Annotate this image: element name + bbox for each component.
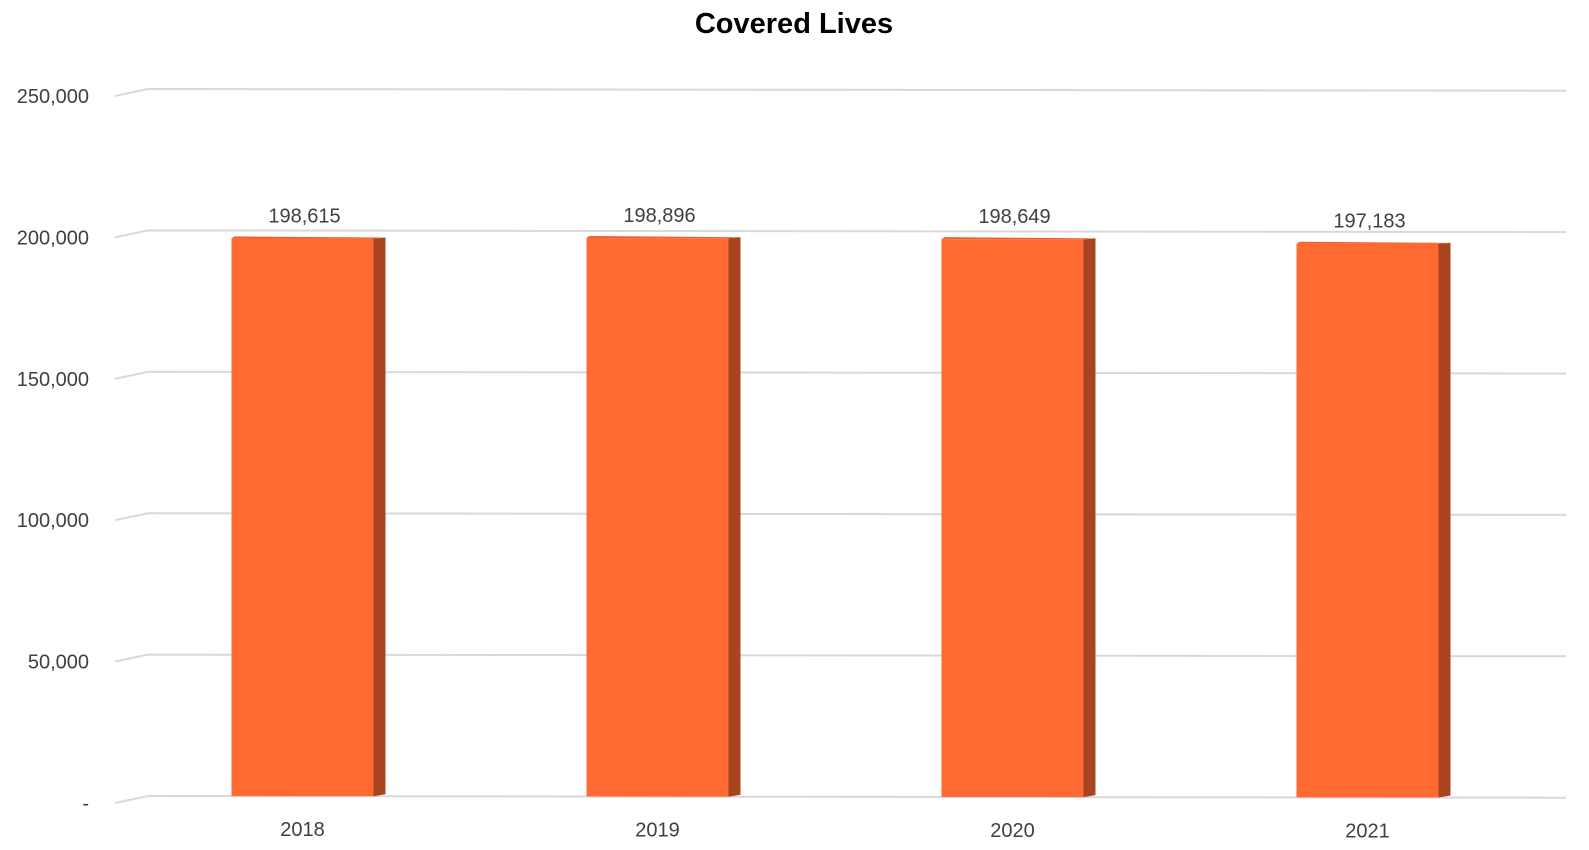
y-tick-label: - [82, 793, 89, 815]
y-tick-label: 200,000 [17, 227, 89, 249]
data-label: 198,896 [623, 205, 695, 227]
x-tick-label: 2021 [1345, 820, 1390, 842]
bar-top [1296, 241, 1451, 244]
bar-side [373, 237, 386, 797]
chart-title: Covered Lives [695, 8, 893, 40]
x-tick-label: 2019 [635, 820, 680, 842]
gridline [114, 794, 1567, 804]
bar-side [728, 237, 741, 797]
bar-top [231, 236, 386, 239]
y-axis-tick-labels: - 50,000 100,000 150,000 200,000 250,000 [17, 86, 89, 815]
gridlines [114, 87, 1567, 804]
gridline [114, 87, 1567, 97]
y-tick-label: 150,000 [17, 369, 89, 391]
y-tick-label: 100,000 [17, 510, 89, 532]
bars: 198,615 198,896 198,649 197,183 [231, 205, 1451, 798]
x-tick-label: 2020 [990, 820, 1035, 842]
bar [586, 238, 729, 797]
x-axis-tick-labels: 2018 2019 2020 2021 [280, 819, 1390, 842]
bar-top [586, 236, 741, 239]
data-label: 198,615 [268, 205, 340, 227]
bar [231, 238, 374, 797]
bar [1296, 243, 1439, 798]
y-tick-label: 50,000 [28, 652, 89, 674]
data-label: 197,183 [1333, 211, 1405, 233]
bar-side [1083, 238, 1096, 798]
bar-top [941, 237, 1096, 240]
data-label: 198,649 [978, 206, 1050, 228]
gridline [114, 229, 1567, 239]
x-tick-label: 2018 [280, 819, 325, 841]
bar-side [1438, 242, 1451, 798]
y-tick-label: 250,000 [17, 86, 89, 108]
bar [941, 239, 1084, 798]
